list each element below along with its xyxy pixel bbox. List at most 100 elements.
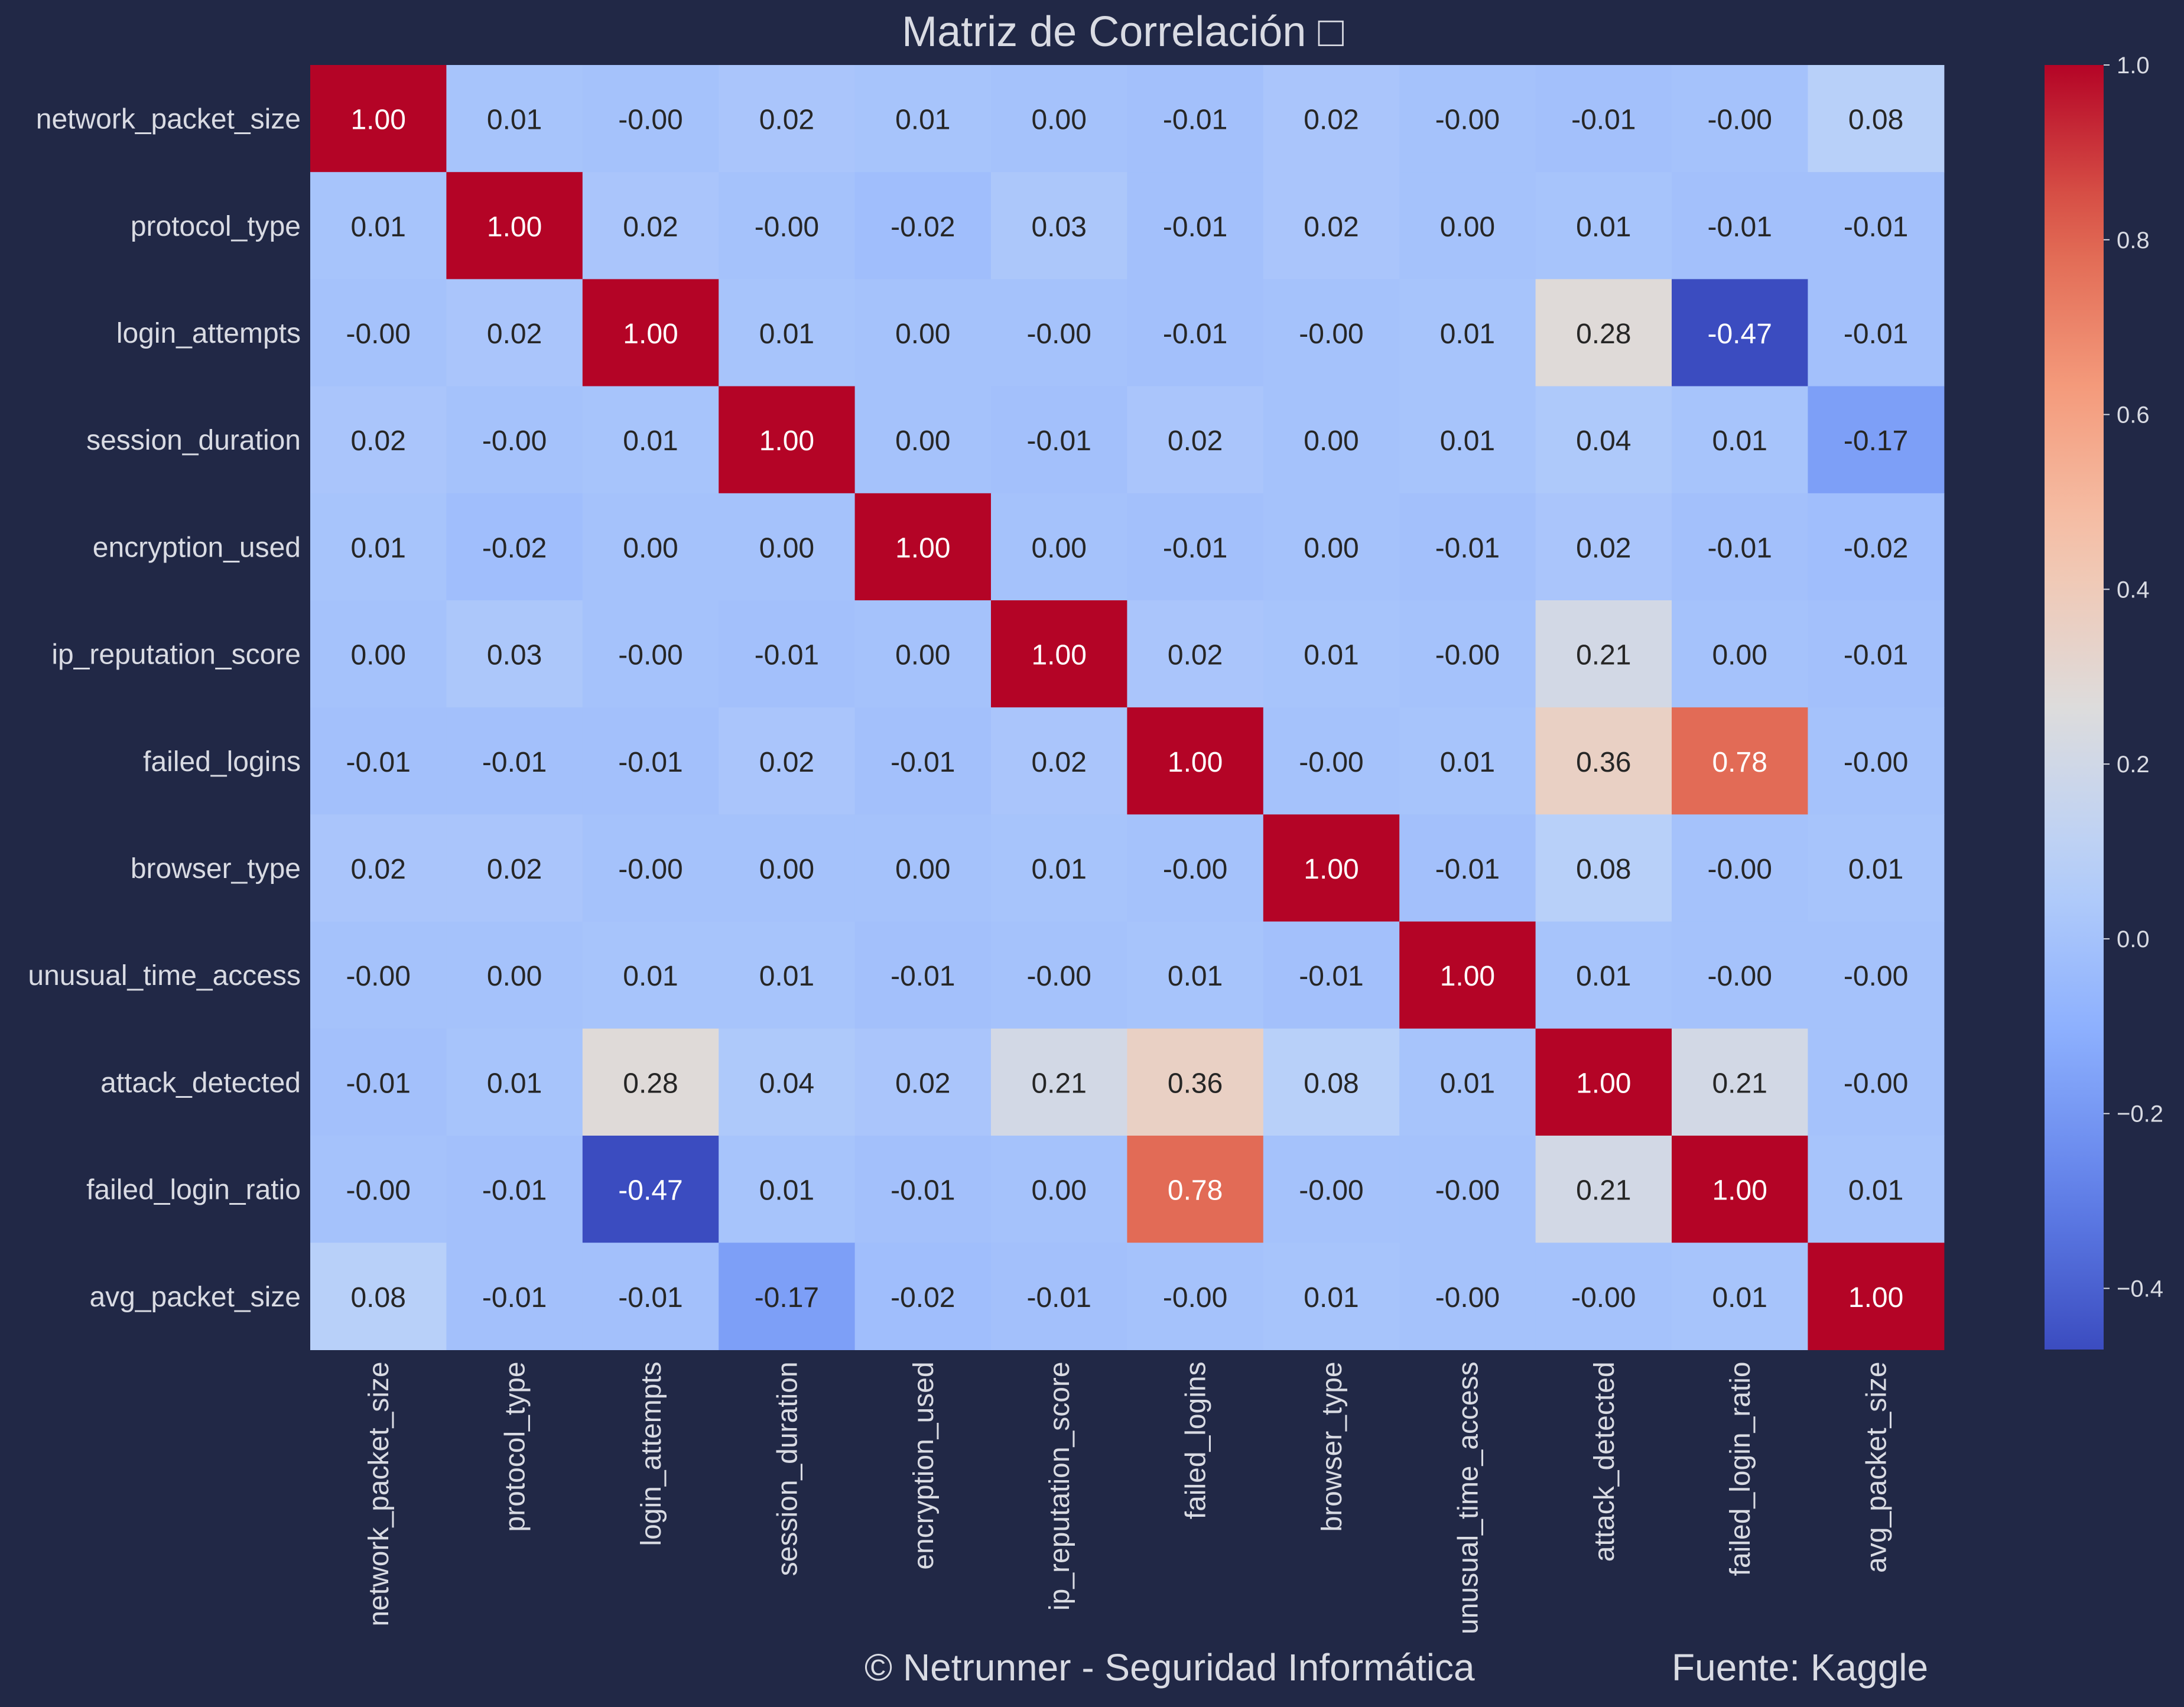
cell-value-label: 0.00	[895, 318, 950, 350]
heatmap-cell	[1808, 172, 1945, 279]
cell-value-label: 0.01	[759, 318, 814, 350]
heatmap-cell	[1672, 814, 1808, 922]
cell-value-label: -0.01	[890, 1175, 955, 1207]
cell-value-label: 0.02	[1168, 640, 1223, 671]
cell-value-label: 0.00	[759, 854, 814, 885]
cell-value-label: 0.01	[1576, 212, 1631, 243]
heatmap-cell	[446, 814, 583, 922]
cell-value-label: 1.00	[1848, 1282, 1903, 1313]
heatmap-cell	[1672, 386, 1808, 494]
cell-value-label: 1.00	[759, 425, 814, 457]
cell-value-label: -0.01	[755, 640, 819, 671]
heatmap-cell	[1808, 921, 1945, 1029]
heatmap-cell	[1808, 493, 1945, 601]
heatmap-cell	[991, 1136, 1127, 1243]
cell-value-label: -0.00	[618, 854, 682, 885]
heatmap-cell	[1399, 386, 1536, 494]
cell-value-label: 0.00	[895, 854, 950, 885]
heatmap-cell	[1127, 814, 1264, 922]
heatmap-cell	[1535, 921, 1672, 1029]
colorbar-gradient	[2045, 65, 2104, 1350]
cell-value-label: 0.01	[487, 1068, 542, 1099]
heatmap-cell	[582, 600, 719, 708]
cell-value-label: 0.02	[350, 425, 405, 457]
heatmap-cell	[854, 600, 992, 708]
footer-source: Fuente: Kaggle	[1672, 1646, 1929, 1689]
heatmap-cell	[854, 1028, 992, 1136]
heatmap-cell	[1535, 1136, 1672, 1243]
heatmap-cell	[1399, 707, 1536, 815]
heatmap-cell	[1535, 172, 1672, 279]
heatmap-cell	[1127, 493, 1264, 601]
cell-value-label: -0.01	[618, 1282, 682, 1313]
heatmap-cell	[991, 172, 1127, 279]
heatmap-cell	[446, 1028, 583, 1136]
cell-value-label: 0.01	[759, 1175, 814, 1207]
heatmap-cell	[1808, 1243, 1945, 1350]
heatmap-cell	[719, 493, 856, 601]
colorbar: 1.0 0.8 0.6 0.4 0.2 0.0 −0.2 −0.4	[2045, 53, 2163, 1350]
heatmap-cell	[310, 1136, 447, 1243]
cell-value-label: 0.03	[487, 640, 542, 671]
cell-value-label: -0.47	[1707, 318, 1772, 350]
heatmap-cell	[1535, 1243, 1672, 1350]
heatmap-cell	[1263, 493, 1400, 601]
heatmap-cell	[446, 65, 583, 173]
row-label: session_duration	[86, 425, 301, 456]
cell-value-label: 1.00	[1304, 854, 1358, 885]
cell-value-label: 0.01	[1440, 747, 1495, 778]
cell-value-label: 0.00	[487, 961, 542, 992]
cell-value-label: 0.02	[487, 854, 542, 885]
cell-value-label: 0.21	[1031, 1068, 1086, 1099]
cell-value-label: 0.21	[1576, 1175, 1631, 1207]
cell-value-label: 0.00	[350, 640, 405, 671]
heatmap-cell	[1672, 279, 1808, 387]
cell-value-label: 0.02	[1168, 425, 1223, 457]
heatmap-cell	[1535, 600, 1672, 708]
cell-value-label: 0.28	[623, 1068, 678, 1099]
heatmap-cell	[854, 172, 992, 279]
heatmap-cell	[1672, 65, 1808, 173]
heatmap-cell	[1127, 921, 1264, 1029]
cell-value-label: 0.02	[1304, 212, 1358, 243]
cell-value-label: 0.36	[1168, 1068, 1223, 1099]
cell-value-label: -0.01	[1163, 105, 1227, 136]
colorbar-ticks: 1.0 0.8 0.6 0.4 0.2 0.0 −0.2 −0.4	[2104, 53, 2163, 1302]
cell-value-label: 0.00	[1031, 1175, 1086, 1207]
row-label: unusual_time_access	[28, 960, 301, 991]
heatmap-cell	[719, 1136, 856, 1243]
cell-value-label: 0.02	[759, 105, 814, 136]
heatmap-cell	[854, 279, 992, 387]
heatmap-cell	[310, 814, 447, 922]
cell-value-label: -0.01	[482, 1175, 547, 1207]
heatmap-cell	[1399, 493, 1536, 601]
cell-value-label: 1.00	[1440, 961, 1495, 992]
column-label: failed_login_ratio	[1725, 1361, 1756, 1576]
heatmap-cell	[719, 707, 856, 815]
cell-value-label: -0.00	[1707, 854, 1772, 885]
cell-value-label: -0.01	[1026, 1282, 1091, 1313]
cell-value-label: 1.00	[623, 318, 678, 350]
cell-value-label: -0.01	[1435, 854, 1500, 885]
cell-value-label: -0.01	[482, 747, 547, 778]
heatmap-cell	[1535, 814, 1672, 922]
colorbar-tick-label: 0.2	[2117, 752, 2150, 778]
column-label: browser_type	[1317, 1361, 1348, 1532]
column-label: attack_detected	[1589, 1361, 1620, 1562]
cell-value-label: 0.01	[623, 961, 678, 992]
heatmap-cell	[310, 707, 447, 815]
heatmap-cell	[1263, 814, 1400, 922]
heatmap-cell	[446, 707, 583, 815]
heatmap-cell	[1399, 921, 1536, 1029]
cell-value-label: 0.08	[1304, 1068, 1358, 1099]
heatmap-cell	[582, 1243, 719, 1350]
heatmap-cell	[719, 1028, 856, 1136]
cell-value-label: 0.02	[1304, 105, 1358, 136]
footer-copyright: © Netrunner - Seguridad Informática	[864, 1646, 1475, 1689]
heatmap-cell	[1127, 279, 1264, 387]
heatmap-cell	[446, 921, 583, 1029]
cell-value-label: -0.00	[346, 318, 410, 350]
cell-value-label: 0.01	[1848, 854, 1903, 885]
cell-value-label: -0.02	[1844, 532, 1908, 564]
cell-value-label: 0.78	[1712, 747, 1767, 778]
